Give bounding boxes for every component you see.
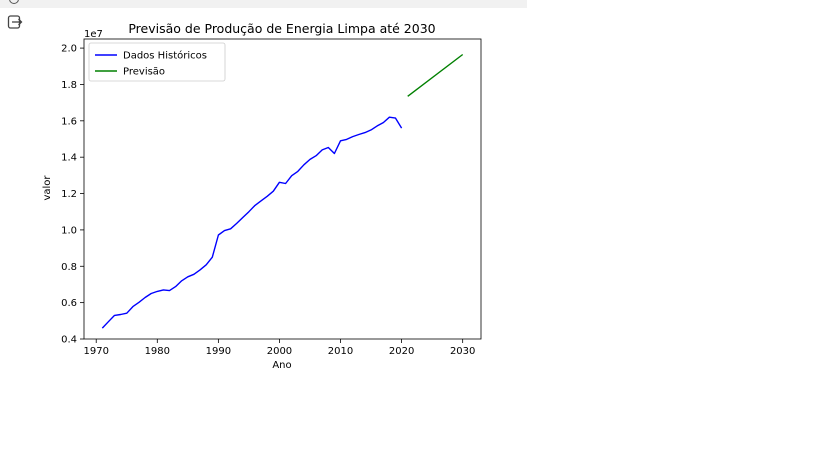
y-tick-label: 1.0 [61, 225, 77, 236]
x-tick-label: 1980 [145, 346, 170, 357]
cell-toolbar-strip [0, 0, 527, 8]
legend-box [88, 42, 226, 82]
y-offset-label: 1e7 [84, 29, 103, 40]
legend: Dados Históricos Previsão [88, 42, 226, 82]
x-tick-label: 2030 [450, 346, 475, 357]
y-tick-label: 0.4 [61, 335, 77, 346]
y-tick-label: 1.6 [61, 116, 77, 127]
legend-label-1: Previsão [123, 67, 165, 78]
series-line-0 [101, 116, 403, 329]
x-tick-label: 2010 [328, 346, 353, 357]
y-tick-label: 0.6 [61, 298, 77, 309]
plot-area-border [83, 38, 482, 340]
x-axis-label: Ano [272, 360, 291, 371]
x-tick-label: 2000 [267, 346, 292, 357]
y-axis-ticks: 0.4 0.6 0.8 1.0 1.2 1.4 1.6 1.8 2.0 [61, 44, 84, 346]
series-lines [101, 53, 464, 329]
x-axis-ticks: 1970 1980 1990 2000 2010 2020 2030 [83, 339, 475, 357]
y-tick-label: 2.0 [61, 44, 77, 55]
x-tick-label: 1990 [206, 346, 231, 357]
x-tick-label: 1970 [83, 346, 108, 357]
series-line-1 [407, 53, 464, 97]
y-tick-label: 1.2 [61, 189, 77, 200]
chart-title: Previsão de Produção de Energia Limpa at… [128, 21, 435, 36]
x-tick-label: 2020 [389, 346, 414, 357]
axes-frame [83, 38, 482, 340]
y-axis-label: valor [42, 175, 53, 201]
y-tick-label: 1.8 [61, 80, 77, 91]
y-tick-label: 0.8 [61, 262, 77, 273]
legend-label-0: Dados Históricos [123, 50, 207, 62]
output-exit-icon[interactable] [7, 14, 23, 30]
y-tick-label: 1.4 [61, 153, 77, 164]
